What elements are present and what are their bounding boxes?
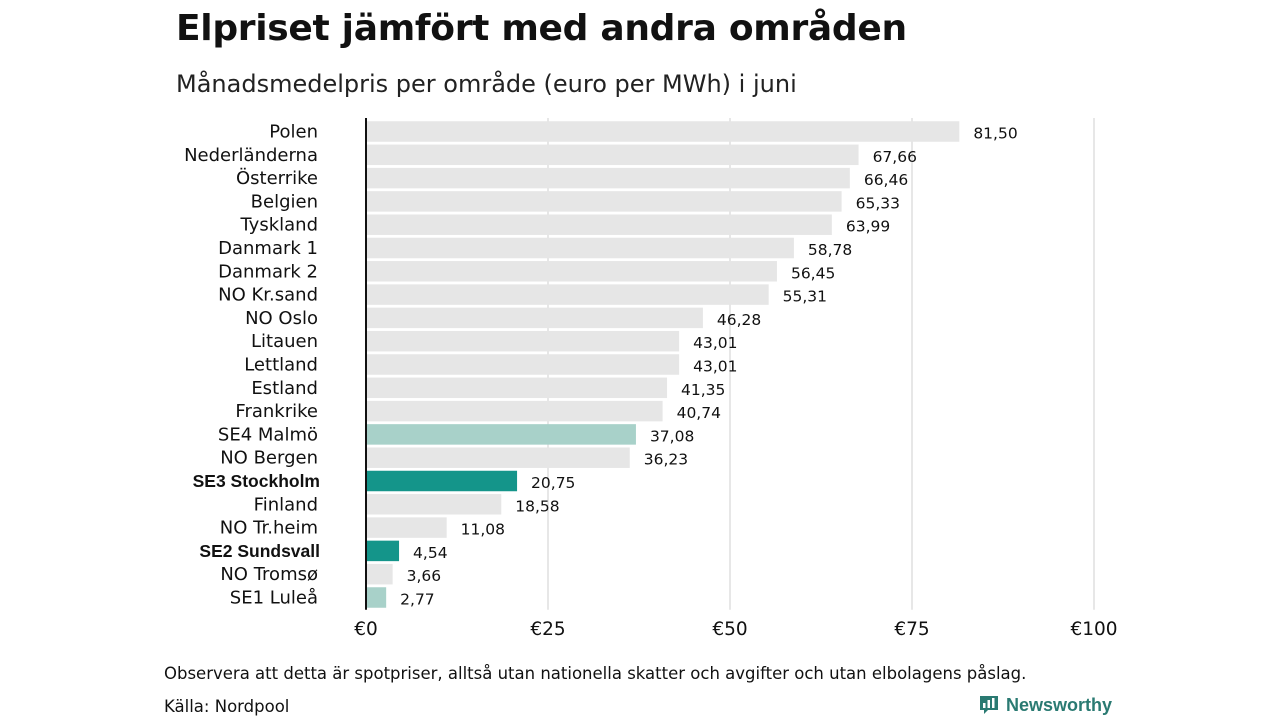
chart-subtitle: Månadsmedelpris per område (euro per MWh… (176, 70, 797, 98)
bar (366, 447, 630, 468)
category-label: SE4 Malmö (218, 424, 318, 445)
bar (366, 494, 502, 515)
data-label: 11,08 (461, 521, 505, 539)
bar (366, 354, 680, 375)
bar (366, 517, 447, 538)
data-label: 58,78 (808, 241, 852, 259)
category-label: Belgien (251, 191, 318, 212)
data-label: 40,74 (677, 404, 721, 422)
bar-chart: Polen 81,50 Nederländerna 67,66 Österrike 66,… (184, 118, 1118, 640)
category-label: Danmark 2 (218, 261, 318, 282)
data-label: 56,45 (791, 264, 835, 282)
category-label: Danmark 1 (218, 238, 318, 259)
category-label: NO Tr.heim (220, 518, 318, 539)
bar (366, 284, 769, 305)
category-label: Nederländerna (184, 145, 318, 166)
bar (366, 191, 842, 212)
newsworthy-logo-icon (980, 696, 998, 714)
data-label: 2,77 (400, 591, 435, 609)
category-label: NO Tromsø (220, 564, 318, 585)
category-label: Estland (251, 378, 318, 399)
data-label: 67,66 (873, 148, 917, 166)
data-label: 43,01 (693, 334, 737, 352)
footnote: Observera att detta är spotpriser, allts… (164, 664, 1027, 683)
bar (366, 424, 636, 445)
category-label: Finland (254, 494, 318, 515)
data-label: 3,66 (407, 567, 442, 585)
x-tick-label: €100 (1070, 619, 1117, 640)
category-label: Frankrike (235, 401, 318, 422)
x-tick-label: €50 (712, 619, 747, 640)
newsworthy-logo: Newsworthy (978, 694, 1112, 716)
data-label: 66,46 (864, 171, 908, 189)
category-label: SE3 Stockholm (193, 471, 320, 491)
chart-title: Elpriset jämfört med andra områden (176, 8, 907, 49)
category-label: NO Oslo (245, 308, 318, 329)
bar (366, 377, 668, 399)
category-label: Österrike (236, 167, 318, 189)
data-label: 4,54 (413, 544, 448, 562)
category-label: Tyskland (239, 215, 318, 236)
data-label: 55,31 (783, 288, 827, 306)
data-label: 20,75 (531, 474, 575, 492)
bar (366, 470, 518, 492)
category-label: NO Bergen (220, 448, 318, 469)
category-label: SE1 Luleå (230, 588, 318, 609)
data-label: 81,50 (973, 125, 1017, 143)
bar (366, 307, 703, 329)
data-label: 18,58 (515, 497, 559, 515)
data-label: 41,35 (681, 381, 725, 399)
x-tick-label: €0 (354, 619, 378, 640)
data-label: 65,33 (856, 194, 900, 212)
bar (366, 121, 960, 142)
bar (366, 237, 794, 259)
data-label: 43,01 (693, 358, 737, 376)
bar (366, 167, 850, 189)
data-label: 36,23 (644, 451, 688, 469)
bar (366, 400, 663, 422)
category-label: NO Kr.sand (218, 285, 318, 306)
bar (366, 261, 777, 282)
category-label: SE2 Sundsvall (199, 541, 320, 561)
bar (366, 587, 387, 608)
category-label: Polen (269, 122, 318, 143)
source-text: Källa: Nordpool (164, 697, 290, 716)
bar (366, 144, 859, 166)
category-label: Lettland (244, 355, 318, 376)
bar (366, 563, 393, 585)
data-label: 37,08 (650, 427, 694, 445)
category-label: Litauen (251, 331, 318, 352)
bar (366, 540, 400, 562)
bar (366, 214, 832, 235)
bar (366, 330, 680, 352)
x-tick-label: €75 (894, 619, 929, 640)
data-label: 63,99 (846, 218, 890, 236)
x-tick-label: €25 (530, 619, 565, 640)
data-label: 46,28 (717, 311, 761, 329)
brand-name: Newsworthy (1006, 694, 1113, 715)
